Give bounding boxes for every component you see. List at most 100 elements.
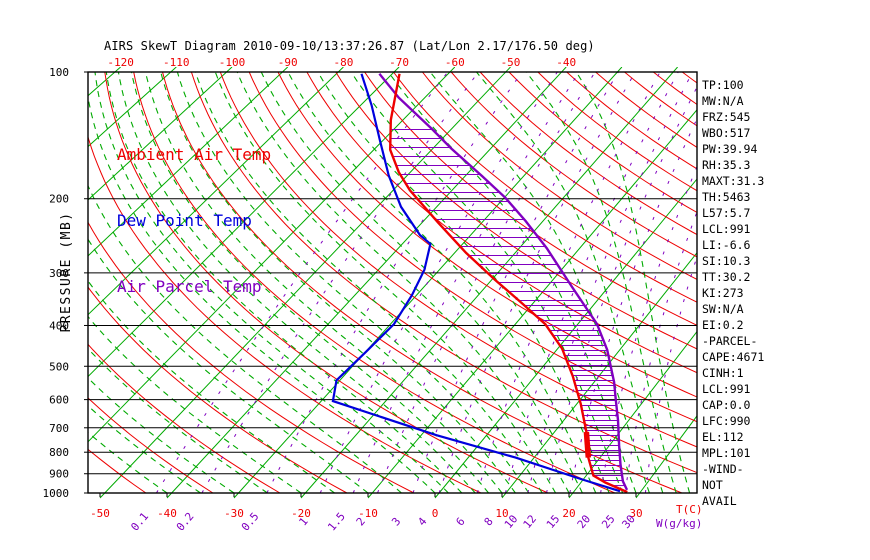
pressure-tick-label: 200	[49, 193, 69, 206]
stats-line: NOT	[702, 478, 723, 492]
dry-adiabat-line	[248, 71, 697, 423]
moist-adiabat-line	[176, 71, 530, 494]
dry-adiabat-line	[88, 397, 214, 494]
stats-line: LFC:990	[702, 414, 751, 428]
moist-adiabat-line	[117, 71, 476, 494]
legend: Ambient Air Temp Dew Point Temp Air Parc…	[117, 100, 271, 342]
bottom-temp-tick-label: 10	[495, 507, 508, 520]
pressure-tick-label: 100	[49, 66, 69, 79]
dry-adiabat-line	[88, 135, 482, 494]
stats-line: MPL:101	[702, 446, 751, 460]
stats-line: SI:10.3	[702, 254, 751, 268]
moist-adiabat-line	[130, 71, 490, 494]
bottom-temp-tick-label: -40	[157, 507, 177, 520]
stats-line: TH:5463	[702, 190, 751, 204]
pressure-tick-label: 800	[49, 446, 69, 459]
legend-item-dewpoint: Dew Point Temp	[117, 211, 252, 230]
mixing-ratio-line	[201, 71, 479, 494]
dry-adiabat-line	[479, 71, 697, 236]
isotherm-line	[0, 67, 9, 498]
moist-adiabat-line	[525, 71, 677, 494]
dew-point-curve	[331, 73, 621, 493]
isotherm-line	[88, 67, 177, 148]
moist-adiabat-line	[575, 71, 691, 494]
stats-line: MAXT:31.3	[702, 174, 765, 188]
bottom-temp-tick-label: 20	[562, 507, 575, 520]
pressure-tick-label: 500	[49, 360, 69, 373]
isotherm-line	[88, 67, 344, 316]
mixing-ratio-line	[319, 71, 558, 494]
mixing-ratio-tick-label: 12	[521, 512, 539, 531]
pressure-tick-label: 600	[49, 394, 69, 407]
mixing-ratio-tick-label: 0.2	[174, 510, 197, 534]
isotherm-line	[166, 67, 567, 499]
bottom-temp-tick-label: 0	[432, 507, 439, 520]
stats-line: KI:273	[702, 286, 744, 300]
dry-adiabat-line	[219, 71, 697, 448]
isotherm-line	[88, 67, 400, 378]
stats-line: L57:5.7	[702, 206, 751, 220]
legend-item-ambient: Ambient Air Temp	[117, 145, 272, 164]
stats-line: AVAIL	[702, 494, 737, 508]
moist-adiabat-line	[214, 71, 557, 494]
isotherm-line	[300, 67, 678, 499]
top-axis-tick-label: -120	[107, 56, 134, 69]
dry-adiabat-line	[190, 71, 697, 474]
mixing-ratio-tick-label: 6	[454, 515, 468, 528]
moist-adiabat-line	[105, 71, 463, 494]
plot-background	[0, 67, 697, 499]
stats-line: EL:112	[702, 430, 744, 444]
pressure-tick-label: 700	[49, 422, 69, 435]
dry-adiabat-line	[88, 343, 281, 494]
moist-adiabat-line	[476, 71, 664, 494]
plot-border	[87, 71, 698, 494]
moist-adiabat-line	[236, 71, 570, 494]
mixing-ratio-line	[527, 71, 694, 494]
dry-adiabat-line	[88, 286, 348, 494]
mixing-ratio-tick-label: 1.5	[325, 510, 348, 534]
top-axis-tick-label: -100	[219, 56, 246, 69]
sounding	[331, 73, 629, 494]
stats-line: SW:N/A	[702, 302, 744, 316]
isotherm-line	[88, 67, 289, 257]
dry-adiabat-line	[595, 71, 697, 148]
stats-line: CAPE:4671	[702, 350, 765, 364]
mixing-ratio-tick-label: 15	[544, 512, 562, 531]
temp-unit-label: T(C)	[676, 503, 703, 516]
mixing-ratio-tick-label: 4	[415, 515, 429, 529]
mixing-ratio-tick-label: 8	[482, 515, 496, 528]
top-axis-tick-label: -110	[163, 56, 190, 69]
stats-line: LI:-6.6	[702, 238, 751, 252]
mixing-ratio-tick-label: 0.1	[128, 510, 151, 534]
moist-adiabat-line	[144, 71, 503, 494]
moist-adiabat-line	[429, 71, 650, 494]
dry-adiabat-line	[566, 71, 697, 170]
top-axis-tick-label: -70	[389, 56, 409, 69]
bottom-temp-tick-label: -20	[291, 507, 311, 520]
mixing-ratio-line	[266, 71, 523, 494]
moist-adiabat-line	[287, 71, 597, 494]
stats-line: CAP:0.0	[702, 398, 751, 412]
stats-line: PW:39.94	[702, 142, 758, 156]
pressure-tick-label: 900	[49, 468, 69, 481]
chart-title: AIRS SkewT Diagram 2010-09-10/13:37:26.8…	[104, 39, 595, 53]
dry-adiabat-line	[450, 71, 697, 258]
ambient-temp-thick-segment	[583, 431, 592, 458]
top-axis-tick-label: -50	[501, 56, 521, 69]
bottom-temp-tick-label: -30	[224, 507, 244, 520]
bottom-temp-tick-label: 30	[629, 507, 642, 520]
moist-adiabat-line	[317, 71, 610, 494]
isotherm-line	[501, 251, 697, 499]
isotherm-line	[635, 415, 697, 499]
dry-adiabat-line	[364, 71, 697, 326]
mixing-ratio-tick-label: 20	[575, 512, 593, 531]
top-axis-tick-label: -80	[333, 56, 353, 69]
stats-line: FRZ:545	[702, 110, 751, 124]
pressure-tick-label: 1000	[43, 487, 70, 500]
moist-adiabat-line	[94, 71, 449, 494]
isotherm-line	[88, 67, 456, 443]
stats-line: RH:35.3	[702, 158, 751, 172]
dry-adiabat-line	[162, 71, 683, 494]
